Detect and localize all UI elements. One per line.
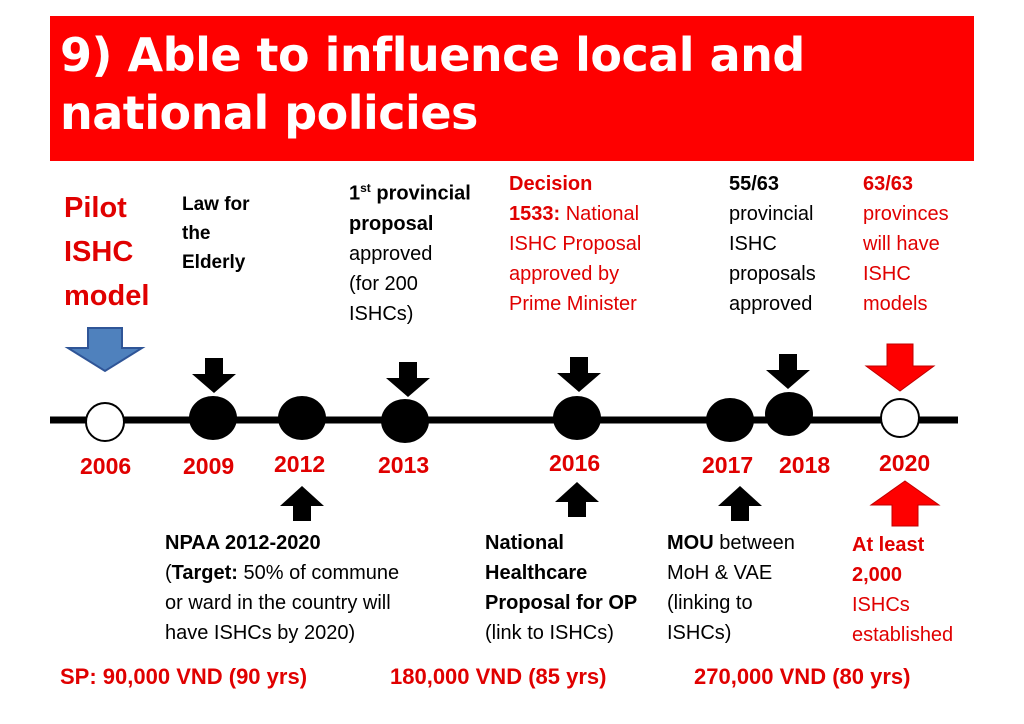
year-label: 2009: [183, 453, 235, 479]
open-circle-2020: [880, 398, 920, 438]
year-label: 2012: [274, 451, 326, 477]
social-pension-2006: SP: 90,000 VND (90 yrs): [60, 664, 308, 689]
dot-2018: [765, 392, 813, 436]
up-arrow-red-icon: [869, 480, 941, 527]
dot-2016: [553, 396, 601, 440]
open-circle-2006: [85, 402, 125, 442]
down-arrow-icon: [557, 357, 601, 392]
provincial-proposal-label: 1st provincial proposal approved (for 20…: [349, 181, 471, 325]
down-arrow-red-icon: [864, 343, 936, 392]
healthcare-proposal-label: National Healthcare Proposal for OP (lin…: [485, 532, 638, 644]
dot-2012: [278, 396, 326, 440]
page-title: 9) Able to influence local and national …: [60, 28, 805, 140]
up-arrow-icon: [718, 486, 762, 521]
atleast-label: At least 2,000 ISHCs established: [852, 534, 954, 646]
npaa-label: NPAA 2012-2020 (Target: 50% of commune o…: [165, 532, 400, 644]
dot-2017: [706, 398, 754, 442]
year-label: 2016: [549, 450, 601, 476]
down-arrow-icon: [386, 362, 430, 397]
pilot-label: Pilot ISHC model: [64, 192, 150, 312]
dot-2013: [381, 399, 429, 443]
year-label: 2006: [80, 453, 132, 479]
down-arrow-icon: [192, 358, 236, 393]
up-arrow-icon: [280, 486, 324, 521]
provincial-approved-label: 55/63 provincial ISHC proposals approved: [729, 173, 816, 315]
social-pension-2020: 270,000 VND (80 yrs): [694, 664, 911, 689]
law-label: Law for the Elderly: [182, 194, 250, 273]
social-pension-2013: 180,000 VND (85 yrs): [390, 664, 607, 689]
year-label: 2020: [879, 450, 931, 476]
provinces-models-label: 63/63 provinces will have ISHC models: [863, 173, 949, 315]
down-arrow-icon: [766, 354, 810, 389]
down-arrow-blue-icon: [64, 327, 146, 373]
year-label: 2013: [378, 452, 430, 478]
decision-label: Decision 1533: National ISHC Proposal ap…: [509, 173, 642, 315]
title-banner: 9) Able to influence local and national …: [50, 16, 974, 161]
year-label: 2017: [702, 452, 754, 478]
up-arrow-icon: [555, 482, 599, 517]
year-label: 2018: [779, 452, 831, 478]
mou-label: MOU between MoH & VAE (linking to ISHCs): [667, 532, 795, 644]
dot-2009: [189, 396, 237, 440]
